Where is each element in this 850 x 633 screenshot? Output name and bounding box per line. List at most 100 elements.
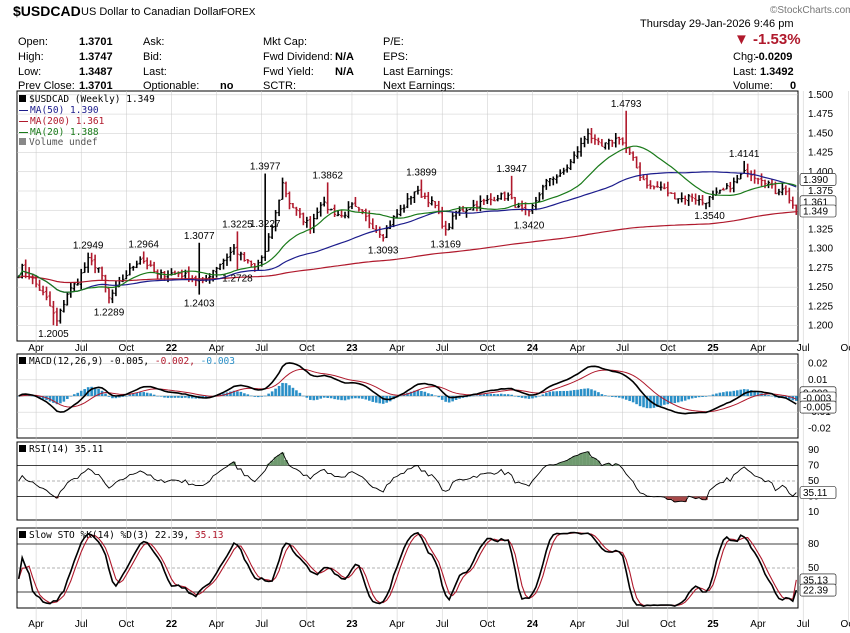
price-annotation: 1.3977 [250,162,281,173]
change-percent: ▼ -1.53% [734,31,801,48]
macd-hist-bar [732,390,736,396]
macd-hist-bar [631,396,635,403]
macd-hist-bar [513,396,517,397]
price-annotation: 1.3225 [222,219,253,230]
macd-hist-bar [673,396,677,404]
watermark: ©StockCharts.com [770,5,850,16]
legend-price: $USDCAD (Weekly) 1.349 [19,94,155,105]
macd-hist-bar [239,391,243,396]
rsi-oversold-fill [676,496,681,502]
x-axis-label-bottom: Oct [841,619,850,630]
x-axis-label-bottom: 25 [707,619,719,630]
macd-hist-bar [607,395,611,397]
price-tick-label: 1.275 [808,263,833,274]
x-axis-label-top: Jul [616,343,629,354]
price-annotation: 1.3540 [694,211,725,222]
price-annotation: 1.4793 [611,99,642,110]
optionable-label: Optionable: [143,80,200,92]
x-axis-label-bottom: Jul [255,619,268,630]
macd-hist-bar [569,390,572,396]
macd-hist-bar [93,387,97,396]
macd-hist-bar [614,396,618,398]
x-axis-label-bottom: Oct [299,619,315,630]
macd-hist-bar [329,396,333,399]
high-value: 1.3747 [79,51,113,63]
legend-macd: MACD(12,26,9) -0.005, -0.002, -0.003 [19,356,235,367]
macd-hist-bar [735,390,739,396]
macd-hist-bar [621,396,625,399]
legend-ma50: MA(50) 1.390 [19,105,99,116]
badge-last [799,204,837,218]
macd-hist-bar [364,396,368,400]
macd-hist-bar [208,396,211,398]
macd-hist-bar [243,393,246,396]
macd-hist-bar [558,391,562,396]
rsi-overbought-fill [613,463,618,466]
macd-hist-bar [687,396,690,400]
macd-hist-bar [635,396,638,405]
legend-sto-swatch [19,531,26,538]
macd-hist-bar [767,395,770,396]
macd-hist-bar [729,391,732,396]
macd-hist-bar [125,395,128,397]
x-axis-label-bottom: Oct [119,619,135,630]
rsi-overbought-fill [280,452,285,466]
macd-hist-bar [586,388,590,396]
price-tick-label: 1.375 [808,186,833,197]
pe-label: P/E: [383,36,404,48]
legend-price-text: $USDCAD (Weekly) 1.349 [29,94,155,105]
badge-macd-3 [799,400,837,414]
price-annotation: 1.3420 [514,220,545,231]
macd-hist-bar [281,382,284,396]
x-axis-label-top: Apr [389,343,405,354]
macd-hist-bar [427,393,430,396]
macd-hist-bar [104,393,107,396]
macd-hist-bar [180,396,184,399]
macd-hist-bar [576,389,579,396]
price-annotation: 1.3899 [406,168,437,179]
macd-hist-bar [288,385,291,396]
macd-hist-bar [555,391,559,396]
macd-hist-bar [402,394,406,396]
macd-hist-bar [55,396,59,405]
rsi-overbought-fill [568,458,573,466]
x-axis-label-top: Apr [28,343,44,354]
macd-hist-bar [309,396,312,400]
macd-hist-bar [90,386,93,396]
legend-sto-k: 22.39, [154,530,190,541]
macd-hist-bar [624,396,628,400]
chg-value: -0.0209 [755,51,793,63]
price-tick-label: 1.425 [808,148,833,159]
x-axis-label-bottom: Oct [660,619,676,630]
x-axis-label-top: 23 [346,343,358,354]
x-axis-label-top: Apr [570,343,586,354]
macd-hist-bar [548,391,552,396]
macd-hist-bar [131,393,135,396]
rsi-tick-label: 70 [808,460,820,471]
macd-hist-bar [666,396,670,405]
macd-hist-bar [76,392,80,396]
rsi-overbought-fill [270,460,274,466]
macd-hist-bar [114,396,118,399]
macd-hist-bar [538,396,541,397]
x-axis-label-bottom: Apr [209,619,225,630]
macd-tick-label: 0.01 [808,375,828,386]
x-axis-label-bottom: Jul [436,619,449,630]
rsi-oversold-fill [669,496,674,500]
macd-hist-bar [583,388,586,396]
rsi-oversold-fill [697,496,701,498]
macd-hist-bar [354,396,357,399]
optionable-value: no [220,80,234,92]
price-panel-frame [16,90,799,342]
macd-hist-bar [763,394,767,396]
rsi-overbought-fill [565,460,569,466]
macd-hist-bar [145,392,149,396]
rsi-overbought-fill [572,456,576,466]
macd-hist-bar [31,395,34,397]
price-tick-label: 1.450 [808,128,833,139]
legend-price-swatch [19,95,26,102]
macd-hist-bar [468,396,472,397]
volume-value: 0 [790,80,797,92]
ma200-line [18,211,797,284]
macd-hist-bar [295,390,298,396]
